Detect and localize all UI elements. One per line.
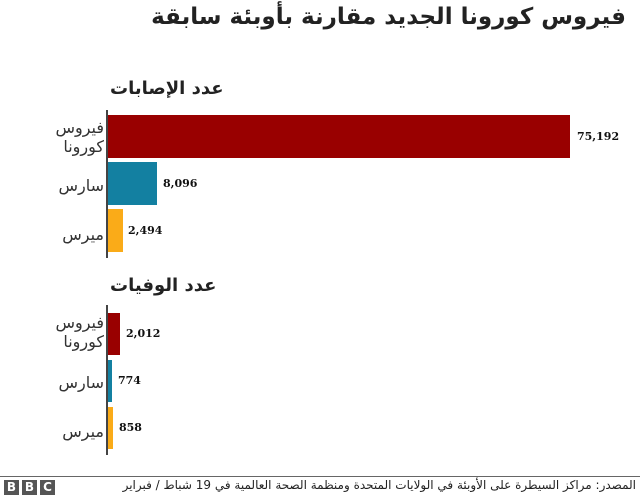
label-line: فيروس (55, 118, 104, 137)
chart-title: فيروس كورونا الجديد مقارنة بأوبئة سابقة (151, 4, 626, 30)
deaths-bar-sars (108, 360, 112, 402)
cases-label-sars: سارس (58, 176, 104, 195)
cases-value-sars: 8,096 (163, 177, 198, 190)
deaths-axis-line (106, 305, 108, 455)
cases-axis-line (106, 110, 108, 258)
bbc-logo-letter: B (4, 480, 19, 495)
cases-value-corona: 75,192 (577, 130, 620, 143)
label-line: فيروس (55, 313, 104, 332)
cases-bar-sars (108, 162, 157, 205)
bbc-logo-letter: C (40, 480, 55, 495)
label-line: كورونا (63, 137, 104, 156)
deaths-value-corona: 2,012 (126, 327, 161, 340)
deaths-label-sars: سارس (58, 373, 104, 392)
deaths-value-mers: 858 (119, 421, 142, 434)
bbc-logo: B B C (4, 480, 55, 495)
cases-bar-mers (108, 209, 123, 252)
bbc-logo-letter: B (22, 480, 37, 495)
deaths-label-corona: فيروس كورونا (55, 313, 104, 351)
deaths-label-mers: ميرس (62, 422, 104, 441)
label-line: كورونا (63, 332, 104, 351)
cases-bar-corona (108, 115, 570, 158)
cases-label-corona: فيروس كورونا (55, 118, 104, 156)
deaths-section-title: عدد الوفيات (110, 275, 217, 296)
deaths-value-sars: 774 (118, 374, 141, 387)
deaths-bar-corona (108, 313, 120, 355)
cases-value-mers: 2,494 (128, 224, 163, 237)
deaths-bar-mers (108, 407, 113, 449)
footer-divider (0, 476, 640, 477)
source-note: المصدر: مراكز السيطرة على الأوبئة في الو… (122, 478, 636, 492)
cases-section-title: عدد الإصابات (110, 78, 224, 99)
cases-label-mers: ميرس (62, 225, 104, 244)
